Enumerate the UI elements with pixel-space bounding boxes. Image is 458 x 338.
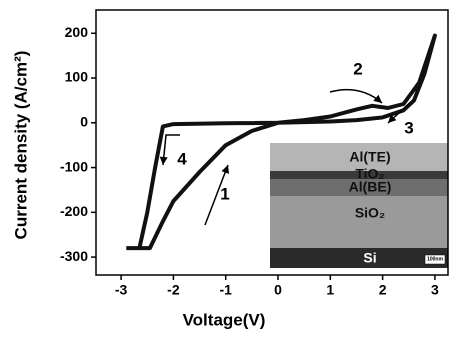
annotation: 3 [404, 118, 413, 137]
inset-layer-label: Al(TE) [349, 149, 390, 165]
y-tick-label: 200 [65, 24, 89, 40]
scale-bar-label: 100nm [427, 256, 443, 262]
y-tick-label: 0 [80, 114, 88, 130]
x-tick-label: -3 [115, 282, 128, 298]
inset-layer-label: Si [363, 250, 376, 266]
x-tick-label: 3 [431, 282, 439, 298]
chart: Al(TE)TiO₂Al(BE)SiO₂Si100nm Voltage(V) C… [0, 0, 458, 333]
x-tick-label: 0 [274, 282, 282, 298]
annotation: 4 [177, 149, 187, 168]
x-tick-label: -2 [167, 282, 180, 298]
annotation: 1 [220, 184, 229, 203]
x-tick-label: 1 [326, 282, 334, 298]
annotation: 2 [353, 59, 362, 78]
x-tick-label: 2 [379, 282, 387, 298]
inset-layer-label: SiO₂ [355, 205, 385, 221]
y-tick-label: -200 [60, 203, 88, 219]
x-tick-label: -1 [219, 282, 232, 298]
y-tick-label: 100 [65, 69, 89, 85]
inset-layer-label: Al(BE) [349, 179, 392, 195]
arrow-head [222, 164, 232, 174]
x-axis-label: Voltage(V) [183, 310, 266, 329]
y-axis-label: Current density (A/cm²) [11, 51, 30, 240]
arrow-head [159, 157, 168, 166]
y-tick-label: -100 [60, 158, 88, 174]
y-tick-label: -300 [60, 248, 88, 264]
